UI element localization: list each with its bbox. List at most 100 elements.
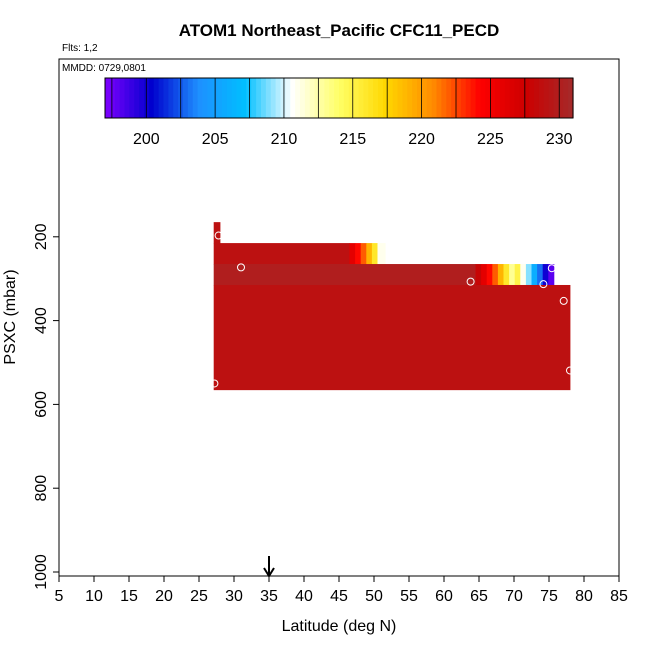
x-tick-label: 30	[225, 588, 243, 605]
colorbar-swatch	[499, 78, 506, 118]
colorbar-swatch	[134, 78, 140, 118]
x-tick-label: 35	[260, 588, 278, 605]
colorbar-swatch	[426, 78, 433, 118]
colorbar-swatch	[480, 78, 486, 118]
colorbar-swatch	[192, 78, 199, 118]
y-axis: 200 400 600 800 1000	[33, 223, 60, 590]
colorbar-swatch	[363, 78, 369, 118]
colorbar-swatch	[168, 78, 174, 118]
colorbar-swatch	[475, 78, 481, 118]
data-cell	[481, 264, 488, 286]
colorbar-swatch	[412, 78, 418, 118]
colorbar-swatch	[490, 78, 496, 118]
colorbar-swatch	[343, 78, 350, 118]
colorbar-swatch	[402, 78, 408, 118]
y-tick-label: 800	[33, 475, 50, 502]
colorbar: 200 205 210 215 220 225 230	[104, 77, 574, 148]
colorbar-swatch	[158, 78, 165, 118]
data-cell	[492, 264, 499, 286]
colorbar-swatch	[485, 78, 491, 118]
colorbar-swatch	[339, 78, 345, 118]
colorbar-tick-label: 205	[202, 131, 229, 148]
colorbar-swatch	[231, 78, 238, 118]
colorbar-swatch	[568, 78, 574, 118]
colorbar-swatch	[105, 78, 111, 118]
colorbar-swatch	[563, 78, 569, 118]
colorbar-swatch	[446, 78, 452, 118]
colorbar-swatch	[109, 78, 116, 118]
x-axis-label: Latitude (deg N)	[282, 618, 397, 635]
flight-point	[466, 277, 475, 286]
x-tick-label: 10	[85, 588, 103, 605]
colorbar-swatch	[543, 78, 550, 118]
data-cell	[509, 264, 516, 286]
arrow-head	[263, 567, 275, 578]
colorbar-swatch	[148, 78, 155, 118]
colorbar-swatch	[407, 78, 413, 118]
data-cell	[366, 243, 373, 265]
colorbar-swatch	[265, 78, 272, 118]
x-tick-label: 65	[470, 588, 488, 605]
colorbar-swatch	[509, 78, 516, 118]
y-tick-label: 200	[33, 223, 50, 250]
colorbar-swatch	[382, 78, 389, 118]
colorbar-swatch	[163, 78, 169, 118]
colorbar-swatch	[324, 78, 330, 118]
flight-point	[547, 264, 556, 273]
data-cell	[520, 264, 527, 286]
colorbar-swatch	[236, 78, 243, 118]
colorbar-tick-label: 210	[271, 131, 298, 148]
colorbar-swatch	[144, 78, 150, 118]
colorbar-swatch	[465, 78, 472, 118]
y-axis-label: PSXC (mbar)	[2, 269, 19, 364]
colorbar-swatch	[451, 78, 457, 118]
colorbar-swatch	[504, 78, 511, 118]
colorbar-swatch	[358, 78, 364, 118]
colorbar-swatch	[368, 78, 374, 118]
x-tick-label: 45	[330, 588, 348, 605]
data-cell	[475, 264, 482, 286]
x-axis: 5 10 15 20 25 30 35 40 45 50 55 60 65 70 75 80 85	[55, 575, 628, 605]
colorbar-swatch	[153, 78, 160, 118]
colorbar-swatch	[524, 78, 530, 118]
data-cell	[497, 264, 504, 286]
colorbar-swatch	[309, 78, 316, 118]
chart-title: ATOM1 Northeast_Pacific CFC11_PECD	[179, 21, 500, 40]
data-cell	[377, 243, 386, 265]
colorbar-swatch	[534, 78, 540, 118]
x-tick-label: 25	[190, 588, 208, 605]
colorbar-tick-label: 230	[546, 131, 573, 148]
colorbar-swatch	[207, 78, 213, 118]
x-tick-label: 5	[55, 588, 64, 605]
colorbar-swatch	[373, 78, 379, 118]
data-cell	[360, 243, 367, 265]
x-tick-label: 55	[400, 588, 418, 605]
colorbar-swatch	[558, 78, 564, 118]
colorbar-swatch	[519, 78, 525, 118]
colorbar-swatch	[495, 78, 501, 118]
data-cell	[531, 264, 538, 286]
colorbar-swatch	[300, 78, 306, 118]
colorbar-swatch	[304, 78, 311, 118]
colorbar-swatch	[124, 78, 130, 118]
data-cell	[514, 264, 521, 286]
colorbar-tick-label: 215	[339, 131, 366, 148]
colorbar-swatch	[441, 78, 447, 118]
data-cell	[548, 264, 555, 286]
data-cell	[349, 243, 356, 265]
colorbar-swatch	[348, 78, 355, 118]
x-tick-label: 40	[295, 588, 313, 605]
colorbar-swatch	[129, 78, 135, 118]
colorbar-frame	[104, 77, 574, 119]
flight-point	[559, 296, 568, 305]
data-cell	[542, 264, 549, 286]
x-tick-label: 70	[505, 588, 523, 605]
data-cell	[213, 243, 350, 265]
flight-point	[539, 280, 548, 289]
colorbar-swatch	[387, 78, 394, 118]
colorbar-swatch	[187, 78, 194, 118]
colorbar-swatch	[295, 78, 301, 118]
data-cell	[213, 284, 571, 391]
colorbar-tick-label: 225	[477, 131, 504, 148]
colorbar-swatch	[183, 78, 189, 118]
